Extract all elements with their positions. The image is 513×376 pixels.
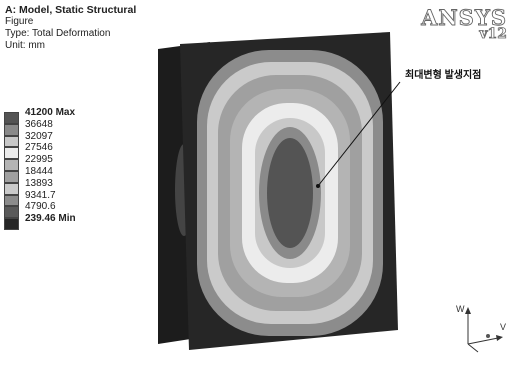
annotation-leader-line [317, 81, 401, 187]
w-axis-label: W [456, 304, 465, 314]
figure-label: Figure [5, 16, 34, 27]
legend-value: 18444 [25, 165, 53, 177]
v-axis-label: V [500, 322, 506, 332]
legend-swatch [4, 147, 19, 160]
u-axis-line [467, 343, 479, 353]
legend-value: 41200 Max [25, 107, 76, 118]
legend-swatch [4, 218, 19, 230]
v-axis-arrow [496, 335, 503, 341]
legend-value: 13893 [25, 177, 53, 189]
max-deformation-label: 최대변형 발생지점 [405, 70, 482, 81]
model-title: A: Model, Static Structural [5, 4, 137, 16]
legend-value: 32097 [25, 130, 53, 142]
logo-version: v12 [479, 26, 507, 43]
unit-label: Unit: mm [5, 40, 45, 51]
triad-origin-dot [486, 334, 490, 338]
max-point-marker [316, 184, 320, 188]
legend-value: 27546 [25, 142, 53, 154]
ansys-logo: ANSYS v12 [421, 5, 508, 43]
legend-value: 36648 [25, 118, 53, 130]
model-info: A: Model, Static Structural Figure Type:… [5, 4, 136, 52]
legend-swatch [4, 194, 19, 207]
legend-swatch [4, 135, 19, 148]
w-axis-arrow [465, 307, 471, 314]
max-deformation-zone [267, 138, 313, 248]
axis-triad[interactable]: W V [448, 298, 508, 358]
legend-value: 22995 [25, 154, 53, 166]
legend-swatch [4, 182, 19, 195]
legend-value: 9341.7 [25, 189, 56, 201]
result-type: Type: Total Deformation [5, 28, 111, 39]
legend-swatch [4, 159, 19, 171]
legend-value: 4790.6 [25, 201, 56, 213]
legend-swatch [4, 123, 19, 136]
legend-swatch [4, 206, 19, 219]
logo-brand: ANSYS [421, 5, 507, 31]
v-axis-line [467, 337, 499, 345]
legend-value: 239.46 Min [25, 213, 76, 225]
legend-swatch [4, 170, 19, 183]
legend-swatch [4, 112, 19, 124]
